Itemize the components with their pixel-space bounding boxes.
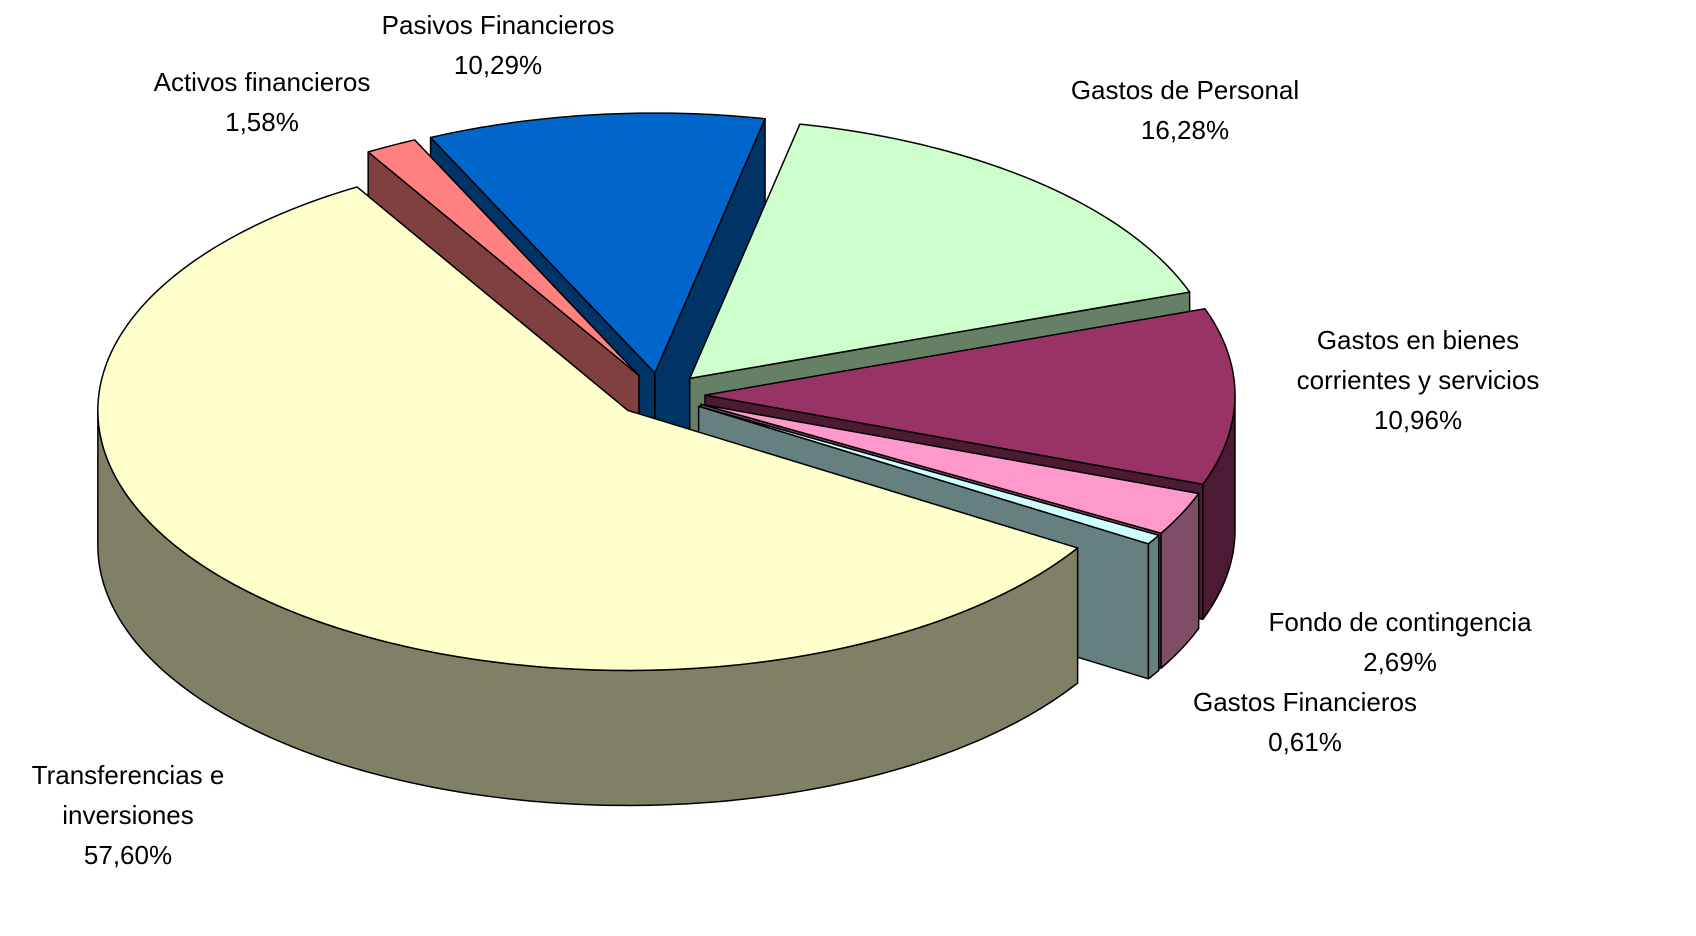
label-name: Transferencias e inversiones [31, 760, 225, 830]
slice-label: Gastos de Personal 16,28% [1035, 70, 1335, 150]
label-value: 10,96% [1373, 405, 1463, 435]
slice-wall [1147, 534, 1160, 680]
slice [688, 123, 1191, 380]
slice-label: Transferencias e inversiones 57,60% [8, 755, 248, 875]
label-value: 16,28% [1140, 115, 1230, 145]
label-value: 0,61% [1268, 727, 1342, 757]
slice [700, 403, 1200, 535]
slice [97, 186, 1079, 672]
label-value: 2,69% [1363, 647, 1437, 677]
label-value: 57,60% [83, 840, 173, 870]
label-name: Pasivos Financieros [381, 10, 615, 40]
slice [429, 112, 766, 374]
slice-label: Fondo de contingencia 2,69% [1230, 602, 1570, 682]
slice-label: Pasivos Financieros 10,29% [338, 5, 658, 85]
slice [367, 139, 640, 377]
slice [704, 308, 1236, 486]
slice-label: Gastos Financieros 0,61% [1155, 682, 1455, 762]
label-name: Gastos Financieros [1193, 687, 1417, 717]
label-name: Gastos de Personal [1070, 75, 1300, 105]
slice-label: Gastos en bienes corrientes y servicios 1… [1268, 320, 1568, 440]
label-name: Activos financieros [153, 67, 371, 97]
label-name: Gastos en bienes corrientes y servicios [1296, 325, 1540, 395]
label-name: Fondo de contingencia [1268, 607, 1532, 637]
label-value: 10,29% [453, 50, 543, 80]
label-value: 1,58% [225, 107, 299, 137]
slice [697, 405, 1160, 545]
slice-label: Activos financieros 1,58% [112, 62, 412, 142]
